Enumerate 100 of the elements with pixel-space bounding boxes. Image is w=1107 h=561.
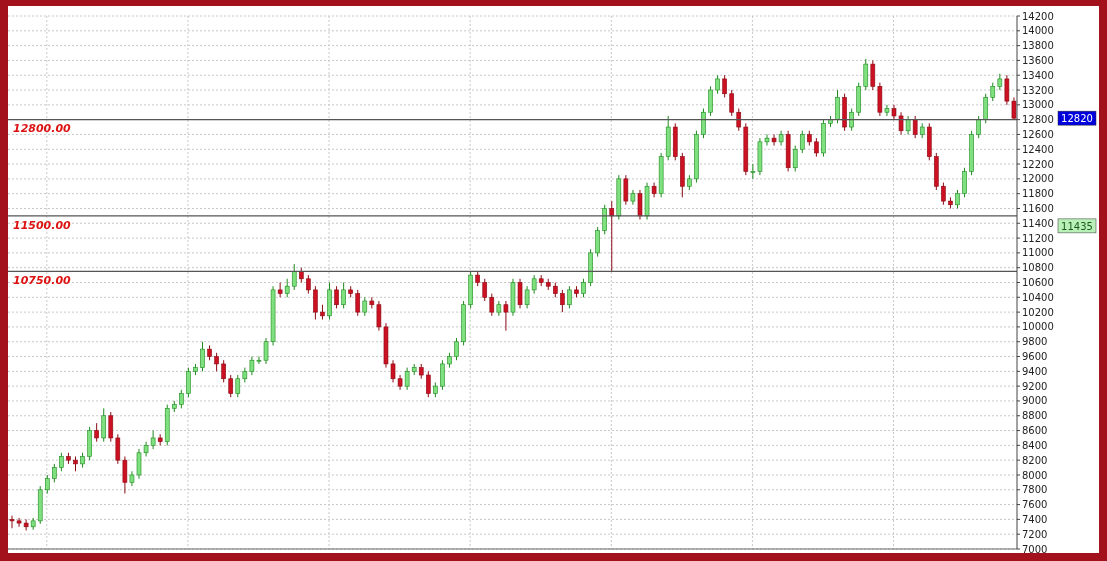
candlestick (517, 278, 523, 309)
candlestick (186, 367, 191, 398)
y-tick-label: 12400 (1022, 143, 1054, 155)
y-tick-label: 10800 (1022, 262, 1054, 274)
y-tick-label: 11600 (1022, 203, 1054, 215)
candlestick (306, 274, 311, 295)
candlestick (200, 341, 205, 372)
candlestick (228, 374, 234, 398)
y-tick-label: 13400 (1022, 69, 1054, 81)
y-tick-label: 9800 (1022, 336, 1048, 348)
candlestick (291, 263, 297, 291)
y-tick-label: 9400 (1022, 365, 1048, 377)
candlestick (912, 115, 918, 139)
y-tick-label: 7800 (1022, 484, 1048, 496)
y-tick-label: 7400 (1022, 513, 1048, 525)
candlestick (835, 89, 840, 124)
candlestick (567, 285, 572, 309)
y-tick-label: 8600 (1022, 425, 1048, 437)
candlestick (122, 455, 128, 494)
y-tick-label: 9200 (1022, 380, 1048, 392)
y-tick-label: 12800 (1022, 114, 1054, 126)
candlestick (637, 189, 643, 221)
candlestick (941, 182, 946, 206)
y-tick-label: 11200 (1022, 232, 1054, 244)
candlestick (715, 74, 720, 95)
candlestick (884, 104, 890, 117)
y-tick-label: 10200 (1022, 306, 1054, 318)
y-tick-label: 8000 (1022, 469, 1048, 481)
candlestick (983, 93, 989, 124)
y-tick-label: 7600 (1022, 499, 1048, 511)
candlestick (722, 74, 727, 98)
candlestick (560, 289, 565, 313)
candlestick (341, 282, 346, 309)
candlestick (990, 82, 996, 102)
y-tick-label: 7200 (1022, 528, 1048, 540)
candlestick (179, 389, 184, 409)
candlestick (771, 133, 777, 147)
candlestick (863, 58, 869, 91)
candlestick (814, 137, 819, 158)
candlestick (708, 85, 713, 117)
y-tick-label: 12200 (1022, 158, 1054, 170)
candlestick (214, 352, 219, 372)
candlestick (355, 289, 361, 317)
y-tick-label: 14000 (1022, 25, 1054, 37)
y-tick-label: 9600 (1022, 351, 1048, 363)
y-tick-label: 13800 (1022, 40, 1054, 52)
candlestick (221, 359, 226, 383)
candlestick (482, 278, 488, 302)
candlestick (870, 59, 876, 91)
candlestick (52, 463, 57, 483)
candlestick (59, 452, 64, 472)
candlestick (623, 174, 629, 206)
candlestick (115, 433, 121, 465)
candlestick (313, 285, 318, 321)
y-tick-label: 10600 (1022, 277, 1054, 289)
candlestick (334, 285, 339, 309)
y-tick-label: 11000 (1022, 247, 1054, 259)
candlestick (792, 145, 798, 172)
candlestick (799, 130, 805, 154)
candlestick (440, 359, 445, 391)
candlestick (404, 367, 410, 391)
candlestick (778, 130, 784, 147)
y-tick-label: 8400 (1022, 439, 1048, 451)
text: 11435 (1061, 220, 1093, 232)
candlestick (235, 374, 241, 398)
candlestick (701, 108, 706, 139)
candlestick (44, 474, 50, 494)
candlestick (976, 115, 981, 139)
y-tick-label: 13000 (1022, 99, 1054, 111)
y-tick-label: 11800 (1022, 188, 1054, 200)
candlestick (609, 200, 615, 272)
y-tick-label: 12600 (1022, 128, 1054, 140)
candlestick (362, 296, 368, 317)
candlestick (595, 226, 600, 258)
ref-line-label: 11500.00 (13, 218, 72, 232)
candlestick (94, 422, 99, 443)
candlestick (602, 204, 607, 235)
y-tick-label: 7000 (1022, 543, 1048, 555)
text: 12820 (1061, 113, 1093, 125)
ref-line-label: 10750.00 (13, 274, 72, 288)
candlestick (101, 407, 107, 443)
candlestick (962, 167, 967, 198)
candlestick (581, 278, 586, 298)
candlestick (955, 189, 960, 209)
candlestick (454, 337, 459, 361)
candlestick (284, 278, 290, 298)
y-tick-label: 13200 (1022, 84, 1054, 96)
y-tick-label: 11400 (1022, 217, 1054, 229)
candlestick (729, 89, 735, 117)
ref-line-label: 12800.00 (13, 122, 72, 136)
y-tick-label: 8200 (1022, 454, 1048, 466)
y-tick-label: 10000 (1022, 321, 1054, 333)
y-tick-label: 12000 (1022, 173, 1054, 185)
y-tick-label: 9000 (1022, 395, 1048, 407)
y-tick-label: 10400 (1022, 291, 1054, 303)
candlestick (277, 282, 283, 298)
candlestick (905, 115, 911, 135)
y-tick-label: 13600 (1022, 54, 1054, 66)
y-tick-label: 8800 (1022, 410, 1048, 422)
candlestick (426, 370, 431, 398)
